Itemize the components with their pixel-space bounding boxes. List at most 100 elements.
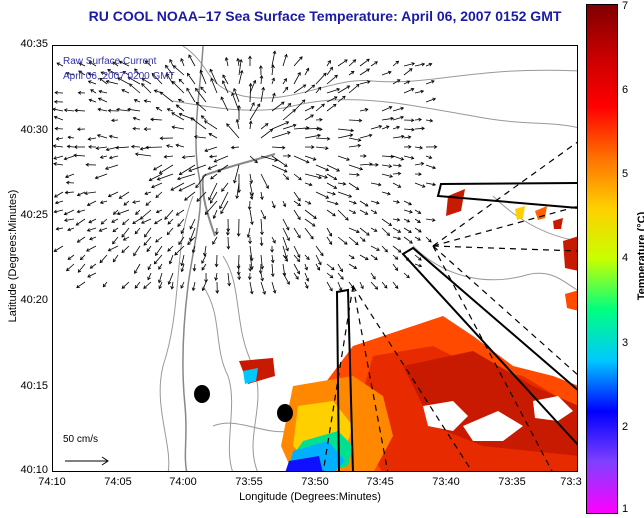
current-vector-head bbox=[214, 231, 219, 236]
current-vector-head bbox=[432, 165, 437, 170]
current-vector-head bbox=[272, 239, 276, 244]
current-vector bbox=[425, 155, 432, 159]
current-vector-head bbox=[99, 259, 104, 264]
current-vector bbox=[210, 173, 218, 180]
current-vector bbox=[167, 108, 174, 112]
current-vector bbox=[337, 95, 346, 103]
current-vector-head bbox=[408, 201, 413, 206]
current-vector bbox=[89, 99, 97, 103]
current-vector-head bbox=[270, 249, 274, 253]
current-vector bbox=[249, 102, 255, 112]
current-vector bbox=[260, 173, 269, 189]
current-vector-head bbox=[285, 176, 290, 180]
current-vector bbox=[95, 173, 108, 179]
current-vector bbox=[222, 74, 229, 85]
current-vector bbox=[80, 254, 86, 260]
current-vector bbox=[177, 173, 196, 180]
station-marker bbox=[194, 385, 210, 403]
current-vector-head bbox=[248, 82, 253, 87]
current-vector-head bbox=[111, 118, 115, 123]
current-vector bbox=[249, 121, 252, 130]
station-marker bbox=[277, 404, 293, 422]
current-vector-head bbox=[386, 232, 391, 236]
current-vector-head bbox=[318, 175, 322, 180]
current-vector bbox=[337, 263, 343, 272]
current-vector bbox=[381, 191, 391, 195]
current-vector bbox=[189, 227, 196, 241]
current-vector-head bbox=[281, 101, 285, 106]
current-vector bbox=[337, 272, 344, 280]
current-vector-head bbox=[249, 290, 254, 295]
current-vector-head bbox=[418, 172, 422, 176]
current-vector-head bbox=[121, 249, 125, 254]
current-vector bbox=[202, 281, 207, 291]
current-vector bbox=[117, 77, 130, 85]
current-vector bbox=[200, 70, 207, 85]
current-vector-head bbox=[127, 107, 131, 112]
current-vector bbox=[79, 62, 86, 67]
current-vector bbox=[145, 200, 152, 206]
current-vector-head bbox=[400, 115, 405, 120]
current-vector-head bbox=[237, 276, 242, 281]
current-vector bbox=[414, 63, 425, 67]
current-vector bbox=[159, 164, 174, 174]
current-vector-head bbox=[143, 285, 147, 289]
current-vector bbox=[392, 182, 401, 188]
current-vector-head bbox=[411, 62, 416, 66]
current-vector bbox=[134, 68, 141, 76]
current-vector bbox=[348, 236, 359, 246]
current-vector bbox=[208, 182, 218, 201]
current-vector-head bbox=[54, 194, 58, 198]
current-vector-head bbox=[200, 86, 204, 91]
current-vector-head bbox=[186, 72, 191, 77]
current-vector bbox=[210, 78, 218, 94]
current-vector bbox=[304, 173, 322, 179]
current-vector-head bbox=[133, 98, 138, 103]
current-vector bbox=[180, 227, 185, 234]
current-vector bbox=[348, 145, 361, 148]
current-vector bbox=[132, 200, 141, 203]
current-vector-head bbox=[210, 77, 214, 82]
current-vector bbox=[348, 137, 361, 141]
current-vector-head bbox=[225, 232, 230, 236]
current-vector bbox=[282, 103, 291, 112]
current-vector-head bbox=[297, 197, 301, 202]
current-vector bbox=[249, 80, 256, 94]
current-vector-head bbox=[140, 220, 145, 224]
current-vector bbox=[403, 128, 415, 131]
current-vector-head bbox=[188, 54, 192, 59]
current-vector-head bbox=[153, 167, 157, 171]
current-vector bbox=[84, 191, 97, 194]
current-vector bbox=[337, 59, 348, 67]
current-vector-head bbox=[297, 202, 302, 207]
current-vector-head bbox=[217, 169, 222, 173]
current-vector bbox=[144, 191, 152, 195]
current-vector bbox=[392, 164, 402, 167]
current-vector-head bbox=[67, 256, 72, 260]
current-vector bbox=[220, 200, 229, 214]
current-vector bbox=[166, 227, 174, 235]
current-vector-head bbox=[301, 99, 306, 103]
current-vector-head bbox=[230, 145, 235, 150]
current-vector bbox=[392, 236, 401, 240]
current-vector-head bbox=[189, 237, 193, 242]
current-vector-head bbox=[283, 163, 288, 167]
current-vector bbox=[337, 281, 342, 291]
current-vector bbox=[97, 134, 108, 139]
current-vector-head bbox=[158, 170, 163, 174]
current-vector-head bbox=[121, 233, 125, 238]
current-vector bbox=[348, 254, 355, 259]
current-vector bbox=[326, 281, 333, 292]
current-vector bbox=[64, 109, 75, 112]
current-vector bbox=[119, 191, 130, 199]
x-axis-label: Longitude (Degrees:Minutes) bbox=[239, 491, 381, 503]
current-vector-head bbox=[397, 229, 402, 233]
current-vector-head bbox=[65, 180, 70, 185]
current-vector-head bbox=[209, 154, 213, 159]
current-vector bbox=[179, 182, 196, 192]
current-vector bbox=[150, 118, 163, 121]
current-vector-head bbox=[332, 191, 336, 196]
current-vector bbox=[201, 115, 207, 121]
y-tick-label: 40:15 bbox=[20, 380, 48, 392]
current-vector bbox=[337, 134, 353, 139]
